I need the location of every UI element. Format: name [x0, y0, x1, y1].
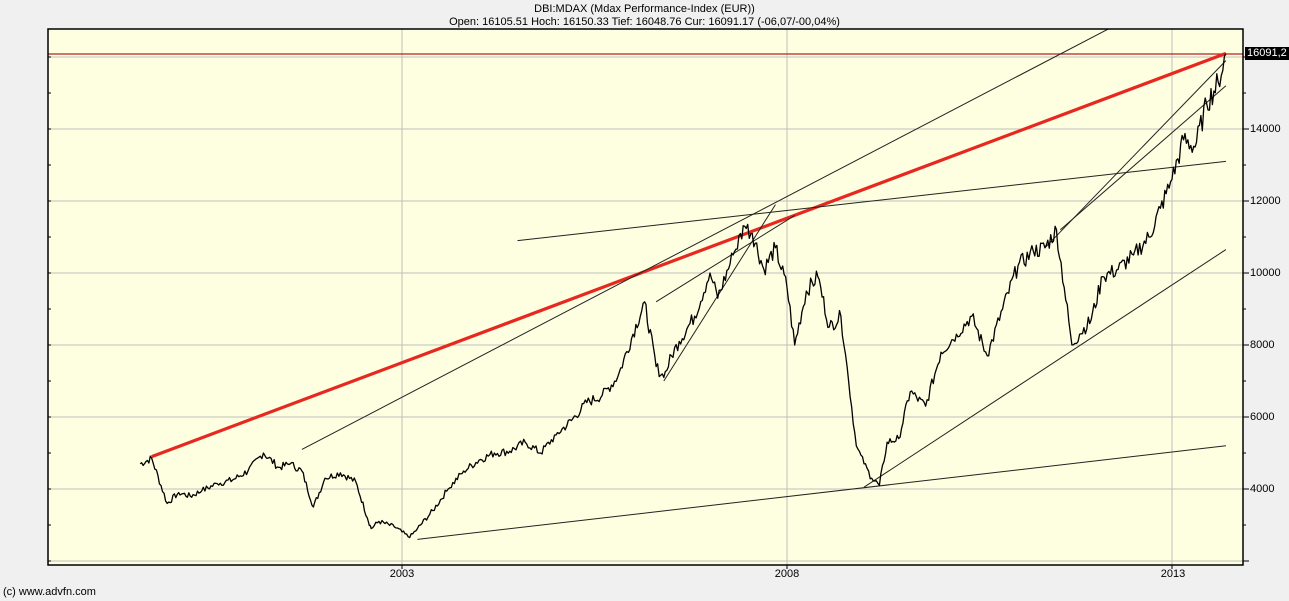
- x-tick-label: 2003: [389, 568, 415, 580]
- y-tick-label: 14000: [1250, 123, 1281, 135]
- y-tick-label: 10000: [1250, 267, 1281, 279]
- trendlines: [151, 29, 1227, 540]
- price-series-line: [139, 53, 1227, 539]
- y-tick-label: 8000: [1250, 339, 1275, 351]
- ohlc-summary: Open: 16105.51 Hoch: 16150.33 Tief: 1604…: [449, 16, 840, 28]
- plot-area: [48, 29, 1243, 565]
- current-value-badge: 16091,2: [1245, 47, 1289, 60]
- x-tick-label: 2008: [774, 568, 800, 580]
- plot-frame: [47, 28, 1244, 566]
- y-tick-label: 12000: [1250, 195, 1281, 207]
- copyright-notice: (c) www.advfn.com: [3, 586, 96, 598]
- gridlines: [48, 29, 1243, 565]
- x-tick-label: 2013: [1160, 568, 1186, 580]
- y-tick-label: 6000: [1250, 411, 1275, 423]
- y-tick-label: 4000: [1250, 483, 1275, 495]
- chart-title: DBI:MDAX (Mdax Performance-Index (EUR)): [534, 3, 755, 15]
- axis-ticks: [48, 56, 1249, 569]
